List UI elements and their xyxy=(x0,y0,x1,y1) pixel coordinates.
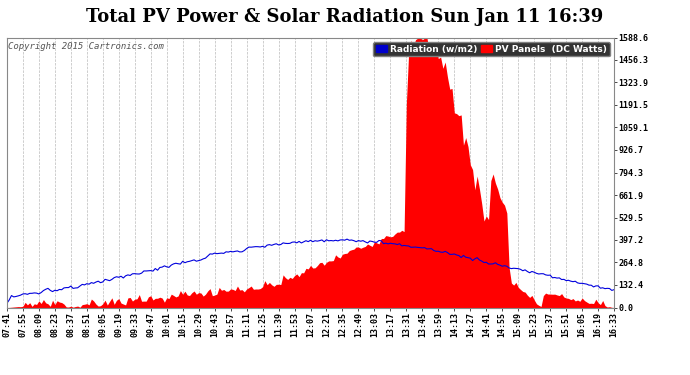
Text: Copyright 2015 Cartronics.com: Copyright 2015 Cartronics.com xyxy=(8,42,164,51)
Legend: Radiation (w/m2), PV Panels  (DC Watts): Radiation (w/m2), PV Panels (DC Watts) xyxy=(373,42,609,56)
Text: Total PV Power & Solar Radiation Sun Jan 11 16:39: Total PV Power & Solar Radiation Sun Jan… xyxy=(86,8,604,26)
